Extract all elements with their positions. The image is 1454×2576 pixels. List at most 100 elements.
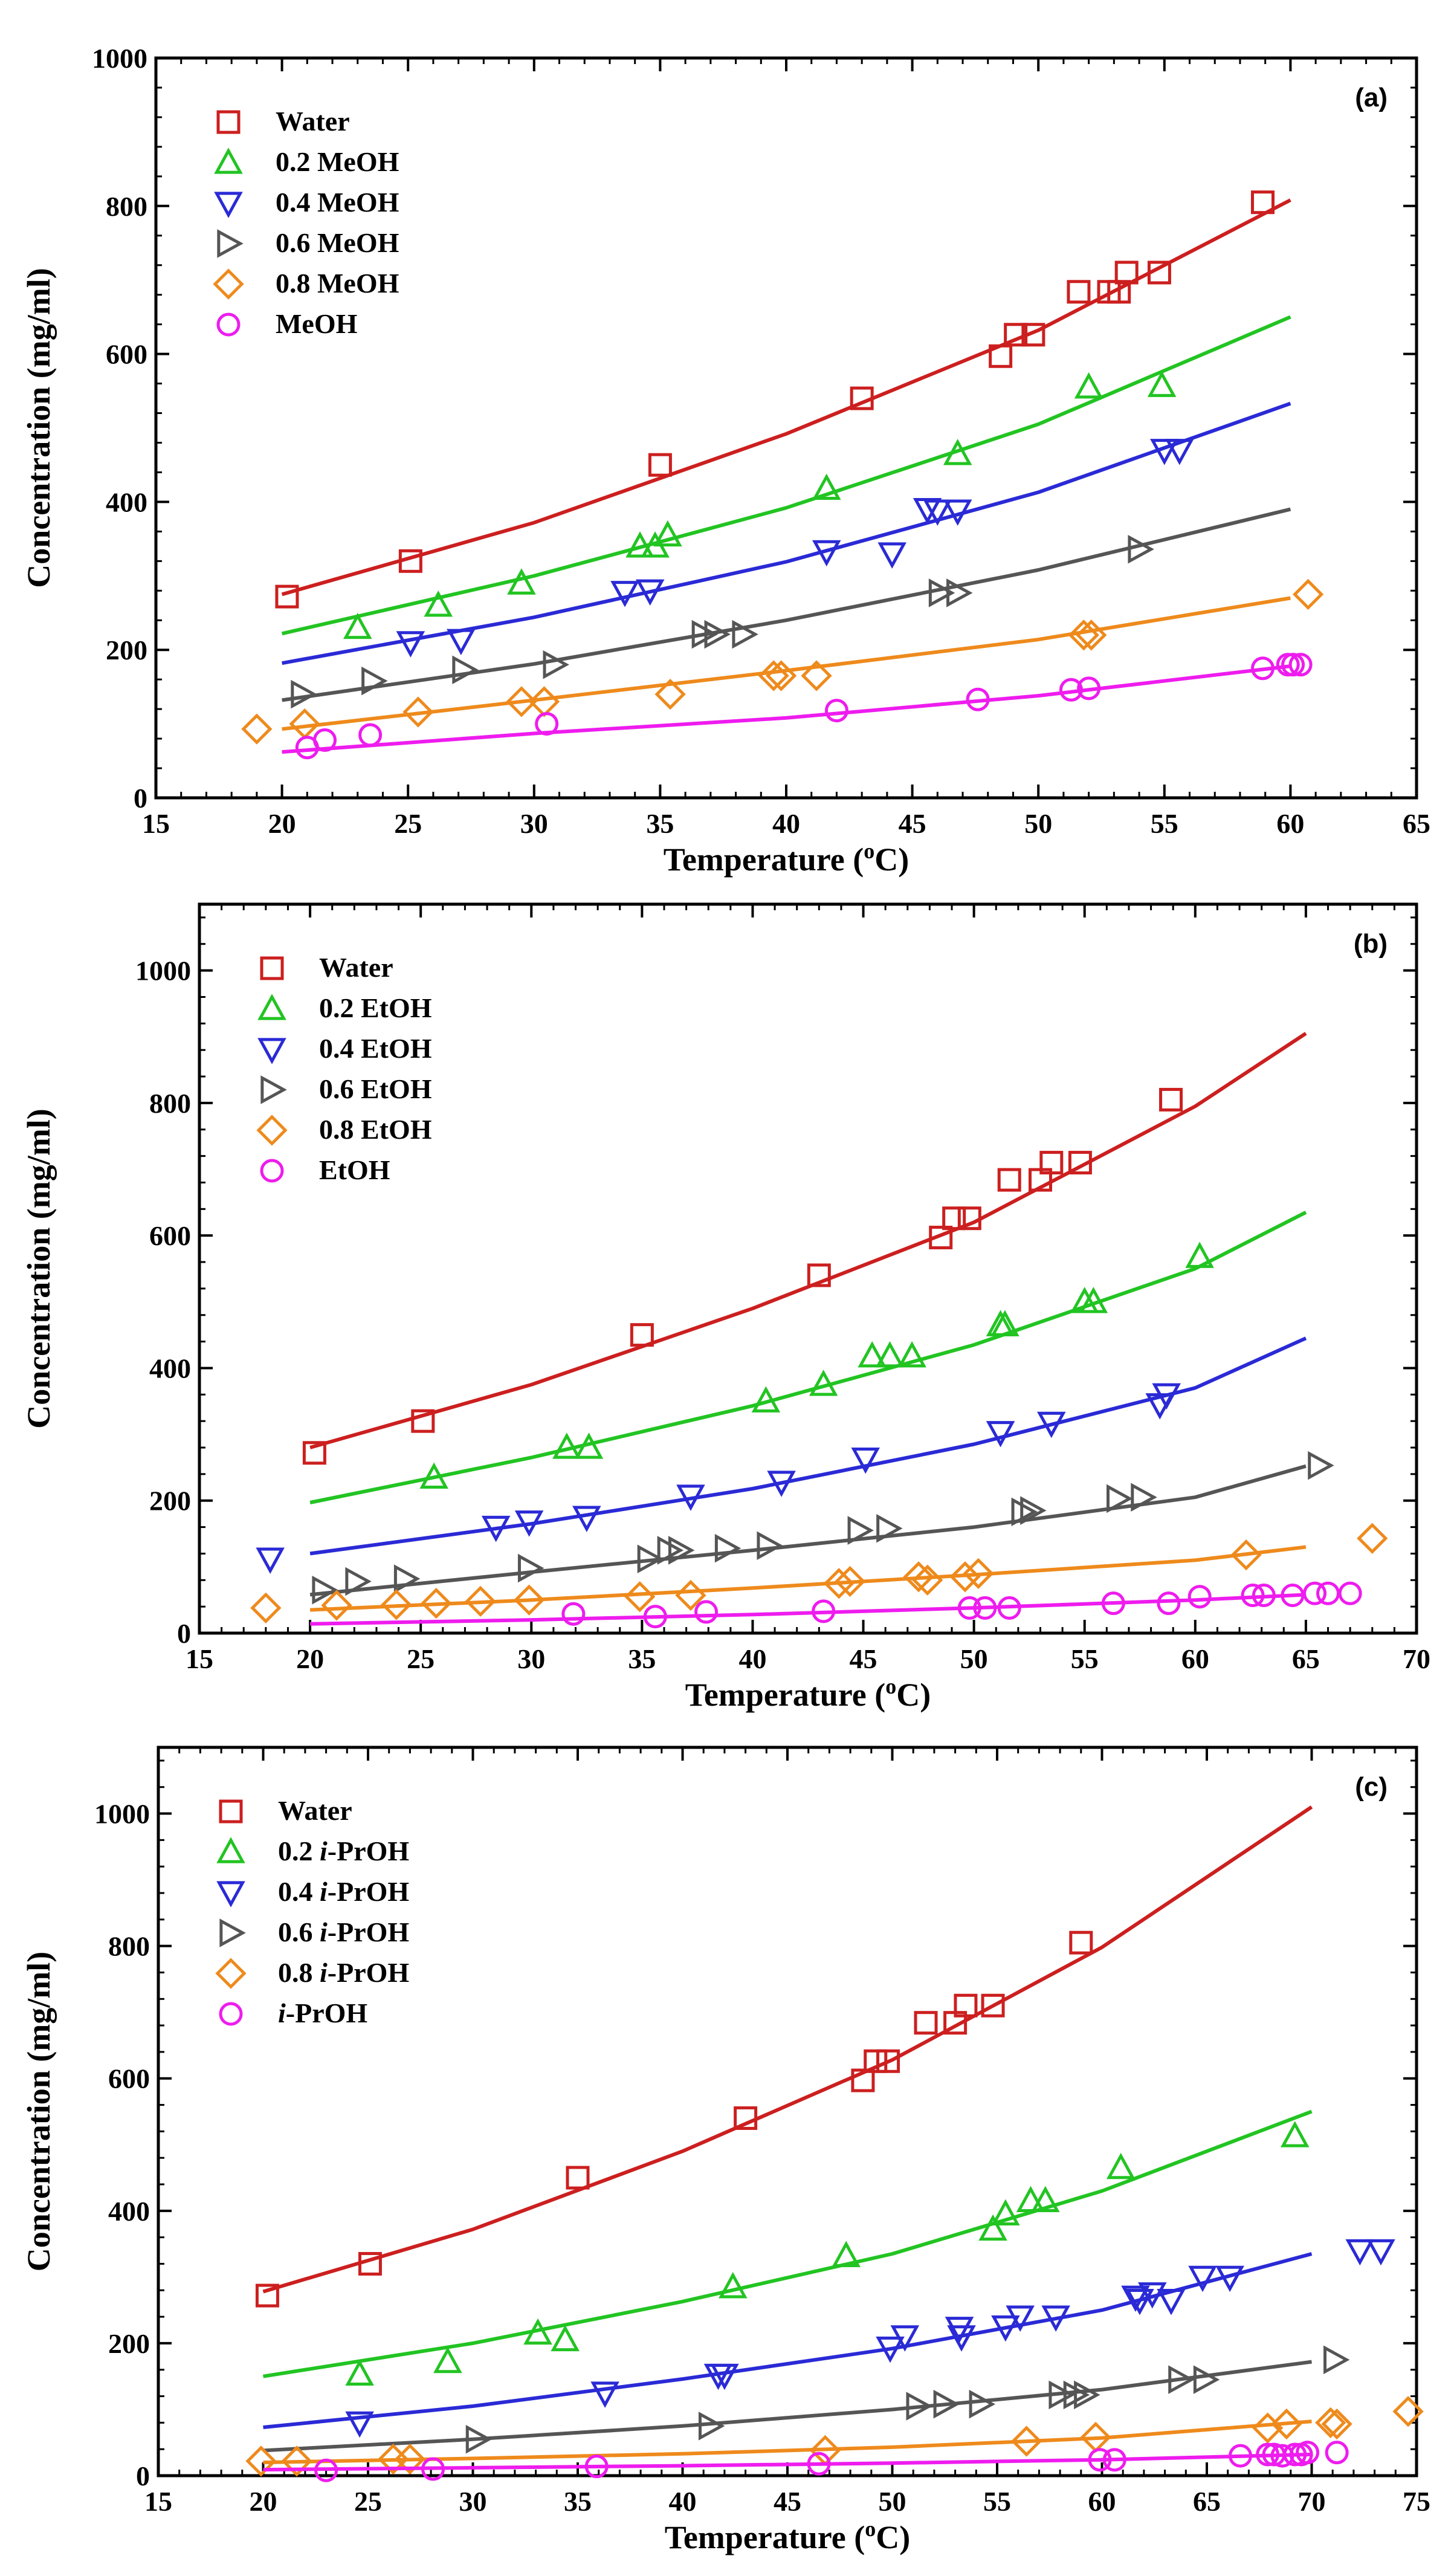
data-point [1256,2442,1280,2467]
data-point [1102,2448,1126,2472]
data-point [1165,439,1194,465]
fit-curve [263,2360,1312,2453]
data-point [1345,2239,1375,2266]
series-1 [302,1032,1307,1465]
legend-label: 0.2 i-PrOH [278,1836,409,1866]
legend-marker [213,268,244,300]
data-point [1157,1591,1181,1616]
x-tick-label: 65 [1403,808,1430,839]
legend-item-5: 0.8 EtOH [256,1114,432,1146]
data-point [424,591,453,617]
data-point [1303,1581,1327,1605]
data-point [630,1323,654,1347]
data-point [1128,534,1154,564]
data-point [1280,2121,1310,2147]
y-tick-label: 400 [149,1353,191,1383]
data-point [381,1589,412,1620]
series-3 [263,2239,1395,2438]
x-tick-label: 35 [646,808,674,839]
data-point [275,584,299,609]
y-tick-label: 0 [177,1618,191,1649]
legend-marker [256,1115,288,1146]
x-tick-label: 20 [250,2486,277,2517]
series-1 [255,1805,1313,2308]
legend-label-text: Water [319,952,393,983]
data-point [1031,2186,1060,2213]
legend-label-text: 0.2 EtOH [319,992,432,1023]
legend-item-2: 0.2 EtOH [257,992,432,1023]
data-point [552,1432,581,1459]
data-point [957,1596,981,1620]
legend-item-5: 0.8 MeOH [213,268,399,300]
data-point [625,531,654,558]
series-4 [309,1451,1334,1605]
legend-label-italic: i [320,1876,328,1907]
data-point [1037,1411,1066,1438]
data-point [997,1596,1021,1620]
data-point [1251,190,1275,215]
legend-label-text: 0.6 MeOH [276,227,399,258]
x-tick-label: 50 [879,2486,906,2517]
data-point [653,520,682,547]
data-point [1076,620,1107,651]
legend-label: MeOH [276,308,358,339]
legend-marker [216,1881,245,1908]
legend-label: 0.6 MeOH [276,227,399,258]
fit-curve [282,596,1291,731]
data-point [969,2389,995,2419]
x-axis-title-unit: C) [876,2519,910,2555]
data-point [1229,2444,1253,2468]
data-point [551,2325,580,2352]
x-tick-label: 60 [1276,808,1304,839]
data-point [875,1341,905,1368]
x-axis-title-text: Temperature ( [665,2519,865,2555]
data-point [991,2315,1020,2342]
data-point [358,2251,382,2276]
data-point [1252,1584,1276,1608]
fit-curve [263,2109,1313,2378]
legend-label: 0.8 EtOH [319,1114,432,1145]
y-tick-label: 800 [108,1931,150,1962]
fit-curve [281,198,1291,597]
data-point [1168,2365,1195,2394]
x-axis-title: Temperature (oC) [685,1674,931,1713]
legend-item-5: 0.8 i-PrOH [215,1957,409,1989]
data-point [757,1531,783,1561]
data-point [343,612,372,639]
x-tick-label: 20 [268,808,296,839]
data-point [1157,2289,1186,2315]
data-point [1187,1585,1212,1609]
legend-marker [260,1159,284,1183]
x-axis-title-unit: C) [896,1677,931,1713]
x-axis-title-superscript: o [885,1674,896,1698]
data-point [481,1515,511,1542]
data-point [807,2451,831,2476]
y-axis-title: Concentration (mg/ml) [21,268,57,587]
x-tick-label: 55 [1071,1643,1099,1674]
legend-marker [216,110,241,134]
data-point [812,473,841,500]
data-point [507,568,536,595]
data-point [912,1564,943,1596]
legend-label-text: 0.6 EtOH [319,1073,432,1104]
data-point [635,579,665,606]
data-point [897,1341,926,1368]
x-tick-label: 15 [144,2486,172,2517]
series-6 [282,653,1313,760]
legend-label: Water [276,106,350,137]
data-point [1107,1484,1133,1513]
legend-label-italic: i [320,1917,328,1947]
data-point [766,660,797,691]
data-point [433,2346,462,2374]
x-tick-label: 75 [1403,2486,1430,2517]
x-tick-label: 20 [296,1643,324,1674]
data-point [823,1568,855,1599]
x-tick-label: 45 [899,808,926,839]
data-point [973,1596,997,1620]
data-point [421,2457,445,2481]
legend-marker [216,1837,245,1863]
data-point [312,1575,338,1605]
x-tick-label: 55 [983,2486,1011,2517]
data-point [256,1547,285,1574]
